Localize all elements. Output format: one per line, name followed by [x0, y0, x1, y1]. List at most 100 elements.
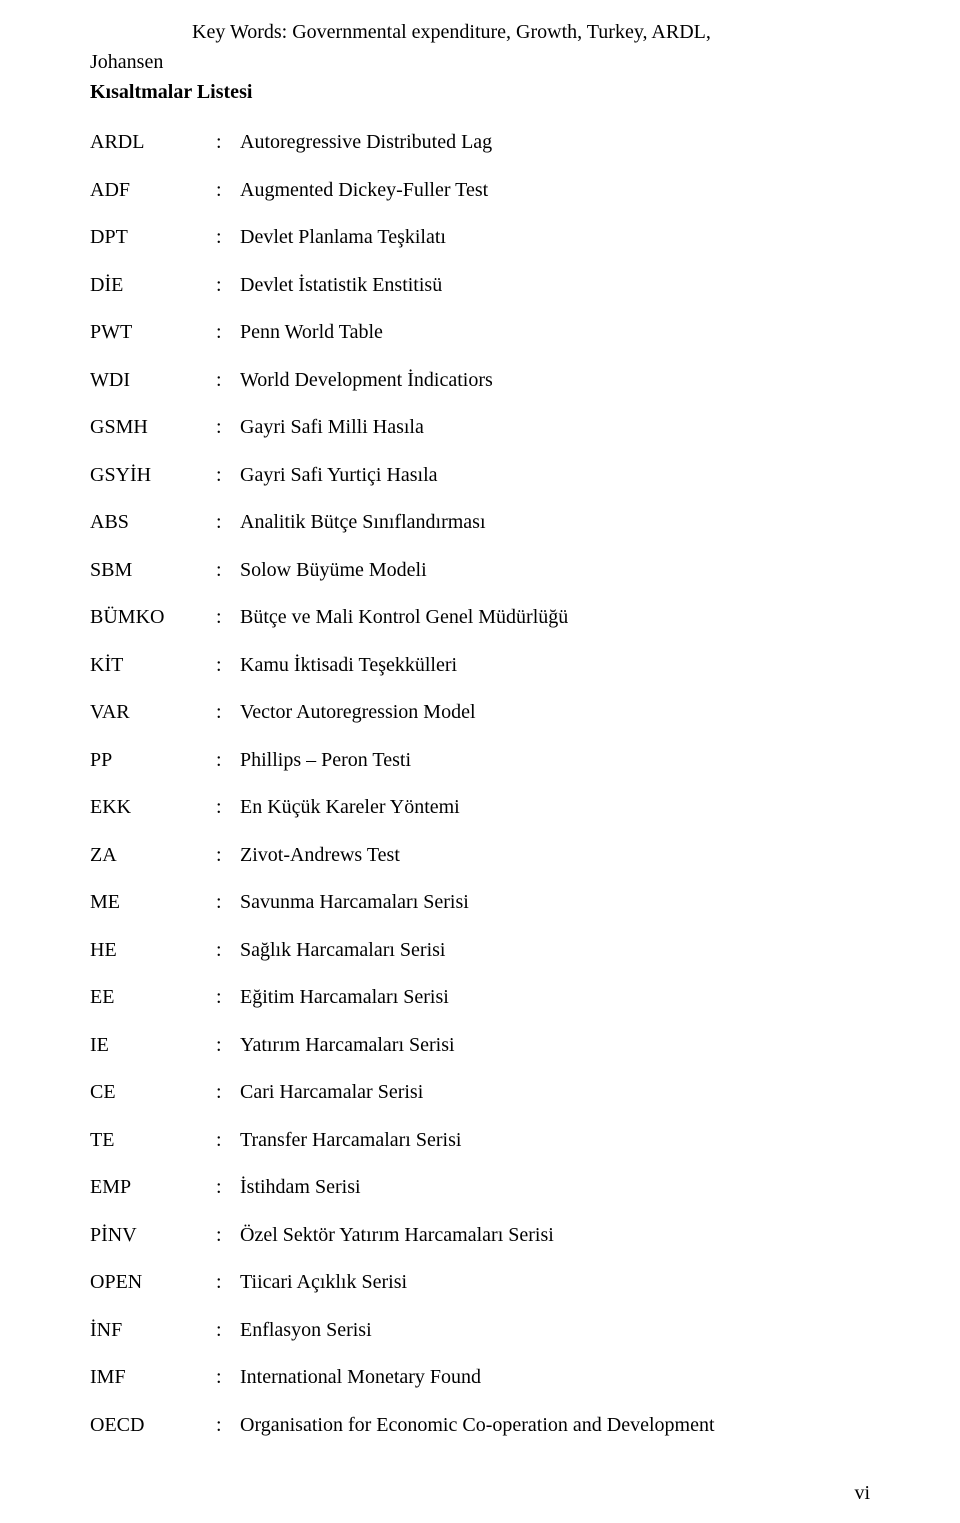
- table-row: EMP:İstihdam Serisi: [90, 1173, 870, 1201]
- abbreviation-key: WDI: [90, 366, 216, 394]
- table-row: EE:Eğitim Harcamaları Serisi: [90, 983, 870, 1011]
- abbreviation-value: Bütçe ve Mali Kontrol Genel Müdürlüğü: [240, 603, 870, 631]
- colon-separator: :: [216, 983, 240, 1011]
- abbreviation-value: Penn World Table: [240, 318, 870, 346]
- abbreviation-value: Solow Büyüme Modeli: [240, 556, 870, 584]
- colon-separator: :: [216, 1078, 240, 1106]
- abbreviation-key: ME: [90, 888, 216, 916]
- abbreviation-key: VAR: [90, 698, 216, 726]
- colon-separator: :: [216, 1411, 240, 1439]
- colon-separator: :: [216, 936, 240, 964]
- colon-separator: :: [216, 793, 240, 821]
- colon-separator: :: [216, 651, 240, 679]
- colon-separator: :: [216, 128, 240, 156]
- abbreviation-key: IMF: [90, 1363, 216, 1391]
- colon-separator: :: [216, 176, 240, 204]
- abbreviation-key: CE: [90, 1078, 216, 1106]
- table-row: DPT:Devlet Planlama Teşkilatı: [90, 223, 870, 251]
- colon-separator: :: [216, 1363, 240, 1391]
- table-row: DİE:Devlet İstatistik Enstitisü: [90, 271, 870, 299]
- abbreviation-value: World Development İndicatiors: [240, 366, 870, 394]
- abbreviation-value: Özel Sektör Yatırım Harcamaları Serisi: [240, 1221, 870, 1249]
- table-row: BÜMKO:Bütçe ve Mali Kontrol Genel Müdürl…: [90, 603, 870, 631]
- abbreviation-value: Transfer Harcamaları Serisi: [240, 1126, 870, 1154]
- abbreviations-list-title: Kısaltmalar Listesi: [90, 78, 870, 106]
- abbreviation-value: Augmented Dickey-Fuller Test: [240, 176, 870, 204]
- abbreviation-key: PİNV: [90, 1221, 216, 1249]
- abbreviation-value: Autoregressive Distributed Lag: [240, 128, 870, 156]
- abbreviation-value: International Monetary Found: [240, 1363, 870, 1391]
- colon-separator: :: [216, 318, 240, 346]
- table-row: SBM:Solow Büyüme Modeli: [90, 556, 870, 584]
- colon-separator: :: [216, 271, 240, 299]
- table-row: ME:Savunma Harcamaları Serisi: [90, 888, 870, 916]
- table-row: VAR:Vector Autoregression Model: [90, 698, 870, 726]
- abbreviation-value: Cari Harcamalar Serisi: [240, 1078, 870, 1106]
- abbreviation-value: Savunma Harcamaları Serisi: [240, 888, 870, 916]
- colon-separator: :: [216, 1316, 240, 1344]
- table-row: OECD:Organisation for Economic Co-operat…: [90, 1411, 870, 1439]
- abbreviation-value: En Küçük Kareler Yöntemi: [240, 793, 870, 821]
- abbreviation-value: Tiicari Açıklık Serisi: [240, 1268, 870, 1296]
- abbreviation-key: OPEN: [90, 1268, 216, 1296]
- colon-separator: :: [216, 603, 240, 631]
- abbreviation-value: Sağlık Harcamaları Serisi: [240, 936, 870, 964]
- abbreviation-value: Gayri Safi Yurtiçi Hasıla: [240, 461, 870, 489]
- table-row: GSMH:Gayri Safi Milli Hasıla: [90, 413, 870, 441]
- table-row: EKK:En Küçük Kareler Yöntemi: [90, 793, 870, 821]
- colon-separator: :: [216, 1221, 240, 1249]
- abbreviation-value: Organisation for Economic Co-operation a…: [240, 1411, 870, 1439]
- abbreviation-key: ADF: [90, 176, 216, 204]
- abbreviation-key: HE: [90, 936, 216, 964]
- abbreviation-key: TE: [90, 1126, 216, 1154]
- abbreviation-key: KİT: [90, 651, 216, 679]
- colon-separator: :: [216, 1126, 240, 1154]
- table-row: İNF:Enflasyon Serisi: [90, 1316, 870, 1344]
- abbreviation-key: GSMH: [90, 413, 216, 441]
- abbreviations-table: ARDL:Autoregressive Distributed LagADF:A…: [90, 128, 870, 1439]
- abbreviation-value: Kamu İktisadi Teşekkülleri: [240, 651, 870, 679]
- abbreviation-value: Yatırım Harcamaları Serisi: [240, 1031, 870, 1059]
- abbreviation-key: SBM: [90, 556, 216, 584]
- abbreviation-value: Vector Autoregression Model: [240, 698, 870, 726]
- colon-separator: :: [216, 556, 240, 584]
- abbreviation-value: Eğitim Harcamaları Serisi: [240, 983, 870, 1011]
- table-row: ARDL:Autoregressive Distributed Lag: [90, 128, 870, 156]
- johansen-continuation: Johansen: [90, 48, 870, 76]
- table-row: GSYİH:Gayri Safi Yurtiçi Hasıla: [90, 461, 870, 489]
- abbreviation-value: Enflasyon Serisi: [240, 1316, 870, 1344]
- page-number: vi: [854, 1482, 870, 1505]
- abbreviation-value: Analitik Bütçe Sınıflandırması: [240, 508, 870, 536]
- table-row: PP:Phillips – Peron Testi: [90, 746, 870, 774]
- abbreviation-value: Gayri Safi Milli Hasıla: [240, 413, 870, 441]
- colon-separator: :: [216, 461, 240, 489]
- abbreviation-value: Zivot-Andrews Test: [240, 841, 870, 869]
- abbreviation-key: PP: [90, 746, 216, 774]
- table-row: PİNV:Özel Sektör Yatırım Harcamaları Ser…: [90, 1221, 870, 1249]
- colon-separator: :: [216, 888, 240, 916]
- abbreviation-key: IE: [90, 1031, 216, 1059]
- abbreviation-key: ZA: [90, 841, 216, 869]
- abbreviation-key: PWT: [90, 318, 216, 346]
- keywords-line: Key Words: Governmental expenditure, Gro…: [192, 18, 870, 46]
- table-row: TE:Transfer Harcamaları Serisi: [90, 1126, 870, 1154]
- colon-separator: :: [216, 1173, 240, 1201]
- abbreviation-value: Phillips – Peron Testi: [240, 746, 870, 774]
- abbreviation-key: ABS: [90, 508, 216, 536]
- abbreviation-key: OECD: [90, 1411, 216, 1439]
- table-row: CE:Cari Harcamalar Serisi: [90, 1078, 870, 1106]
- abbreviation-value: Devlet İstatistik Enstitisü: [240, 271, 870, 299]
- table-row: ABS:Analitik Bütçe Sınıflandırması: [90, 508, 870, 536]
- abbreviation-key: DPT: [90, 223, 216, 251]
- colon-separator: :: [216, 1031, 240, 1059]
- abbreviation-key: EE: [90, 983, 216, 1011]
- colon-separator: :: [216, 366, 240, 394]
- table-row: WDI:World Development İndicatiors: [90, 366, 870, 394]
- colon-separator: :: [216, 746, 240, 774]
- table-row: ZA:Zivot-Andrews Test: [90, 841, 870, 869]
- table-row: ADF:Augmented Dickey-Fuller Test: [90, 176, 870, 204]
- abbreviation-value: Devlet Planlama Teşkilatı: [240, 223, 870, 251]
- abbreviation-key: EKK: [90, 793, 216, 821]
- colon-separator: :: [216, 508, 240, 536]
- document-page: Key Words: Governmental expenditure, Gro…: [0, 0, 960, 1523]
